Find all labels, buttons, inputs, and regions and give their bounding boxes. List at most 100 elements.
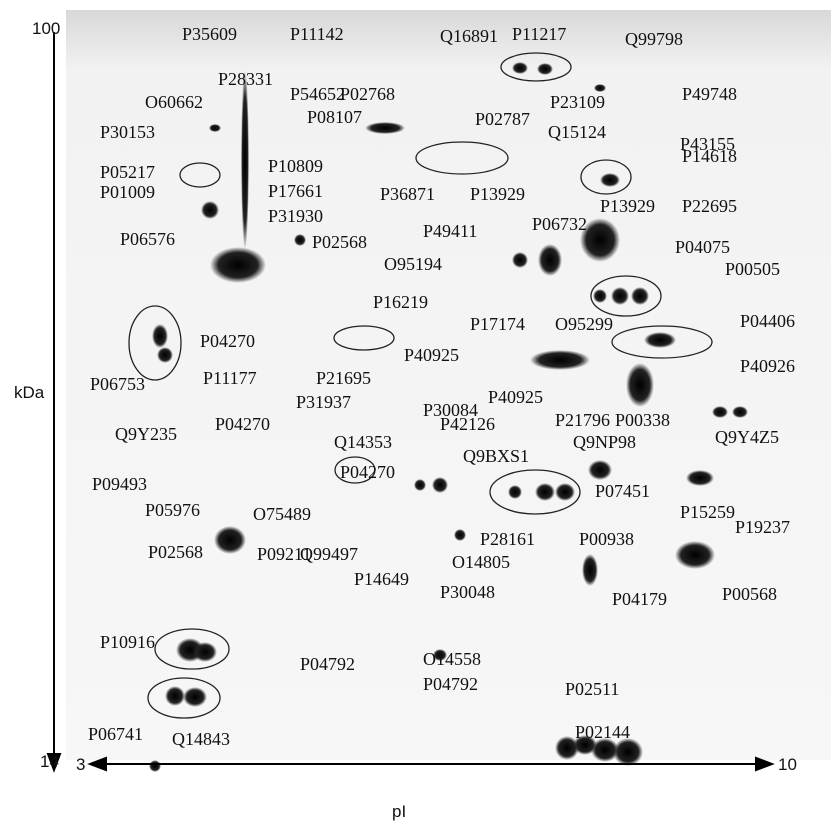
protein-label: P54652 <box>290 84 345 104</box>
protein-label: P04270 <box>215 414 270 434</box>
spot <box>644 332 676 348</box>
protein-spots <box>149 62 748 772</box>
spot <box>580 218 620 262</box>
spot <box>732 406 748 418</box>
spot <box>555 736 579 760</box>
spot <box>214 526 246 554</box>
protein-label: P06576 <box>120 229 175 249</box>
protein-label: P17661 <box>268 181 323 201</box>
protein-label: P00938 <box>579 529 634 549</box>
protein-label: P10809 <box>268 156 323 176</box>
protein-label: P40925 <box>404 345 459 365</box>
protein-label: P40925 <box>488 387 543 407</box>
spot <box>686 470 714 486</box>
spot <box>588 460 612 480</box>
protein-label: P11217 <box>512 24 566 44</box>
protein-label: P11142 <box>290 24 344 44</box>
protein-label: P01009 <box>100 182 155 202</box>
spot <box>611 287 629 305</box>
protein-label: P14649 <box>354 569 409 589</box>
spot <box>210 247 266 283</box>
spot <box>594 84 606 92</box>
protein-label: P30084 <box>423 400 478 420</box>
protein-label: P04406 <box>740 311 795 331</box>
protein-label: Q99497 <box>300 544 358 564</box>
protein-label: P04792 <box>300 654 355 674</box>
x-left-label: 3 <box>76 755 85 774</box>
spot <box>675 541 715 569</box>
protein-label: Q9BXS1 <box>463 446 529 466</box>
protein-label: P04270 <box>200 331 255 351</box>
spot <box>414 479 426 491</box>
spot <box>631 287 649 305</box>
y-top-label: 100 <box>32 19 60 38</box>
protein-label: P35609 <box>182 24 237 44</box>
protein-label: O14558 <box>423 649 481 669</box>
spot <box>165 686 185 706</box>
spot <box>613 738 643 766</box>
protein-label: P21796 <box>555 410 610 430</box>
protein-label: P05976 <box>145 500 200 520</box>
protein-label: P04179 <box>612 589 667 609</box>
protein-label: Q14353 <box>334 432 392 452</box>
protein-label: P28161 <box>480 529 535 549</box>
spot <box>593 289 607 303</box>
protein-label: P22695 <box>682 196 737 216</box>
protein-label: P30048 <box>440 582 495 602</box>
protein-label: P36871 <box>380 184 435 204</box>
spot <box>555 483 575 501</box>
spot <box>149 760 161 772</box>
protein-label: P17174 <box>470 314 525 334</box>
x-axis-title: pI <box>392 802 406 821</box>
protein-label: O60662 <box>145 92 203 112</box>
protein-label: P02144 <box>575 722 630 742</box>
protein-label: P16219 <box>373 292 428 312</box>
spot <box>157 347 173 363</box>
protein-label: P06732 <box>532 214 587 234</box>
spot <box>201 201 219 219</box>
spot <box>152 324 168 348</box>
y-axis-title: kDa <box>14 383 45 402</box>
protein-label: P02768 <box>340 84 395 104</box>
protein-label: P02568 <box>148 542 203 562</box>
protein-label: P23109 <box>550 92 605 112</box>
spot <box>241 70 249 250</box>
protein-label: P30153 <box>100 122 155 142</box>
spot <box>538 244 562 276</box>
protein-label: P00505 <box>725 259 780 279</box>
protein-label: O14805 <box>452 552 510 572</box>
protein-label: O75489 <box>253 504 311 524</box>
protein-label: P08107 <box>307 107 362 127</box>
protein-label: P49411 <box>423 221 477 241</box>
protein-label: P21695 <box>316 368 371 388</box>
protein-label: P04075 <box>675 237 730 257</box>
spot <box>530 350 590 370</box>
spot <box>294 234 306 246</box>
spot <box>432 477 448 493</box>
spot <box>535 483 555 501</box>
spot <box>454 529 466 541</box>
spot <box>591 738 619 762</box>
protein-label: P13929 <box>600 196 655 216</box>
protein-label: P40926 <box>740 356 795 376</box>
protein-label: P15259 <box>680 502 735 522</box>
spot <box>537 63 553 75</box>
protein-label: P02568 <box>312 232 367 252</box>
spot <box>433 649 447 661</box>
spot <box>712 406 728 418</box>
spot <box>512 252 528 268</box>
protein-label: P04792 <box>423 674 478 694</box>
gel <box>66 10 831 760</box>
protein-label: Q14843 <box>172 729 230 749</box>
protein-label: P31937 <box>296 392 351 412</box>
protein-label: P43155 <box>680 134 735 154</box>
spot <box>600 173 620 187</box>
axes <box>46 32 775 773</box>
protein-label: Q16891 <box>440 26 498 46</box>
protein-label: O95299 <box>555 314 613 334</box>
protein-label: Q99798 <box>625 29 683 49</box>
protein-label: P02787 <box>475 109 530 129</box>
protein-labels: P35609 P11142 Q16891 P11217 Q99798 P02768 P283… <box>88 24 795 749</box>
protein-label: P09211 <box>257 544 311 564</box>
